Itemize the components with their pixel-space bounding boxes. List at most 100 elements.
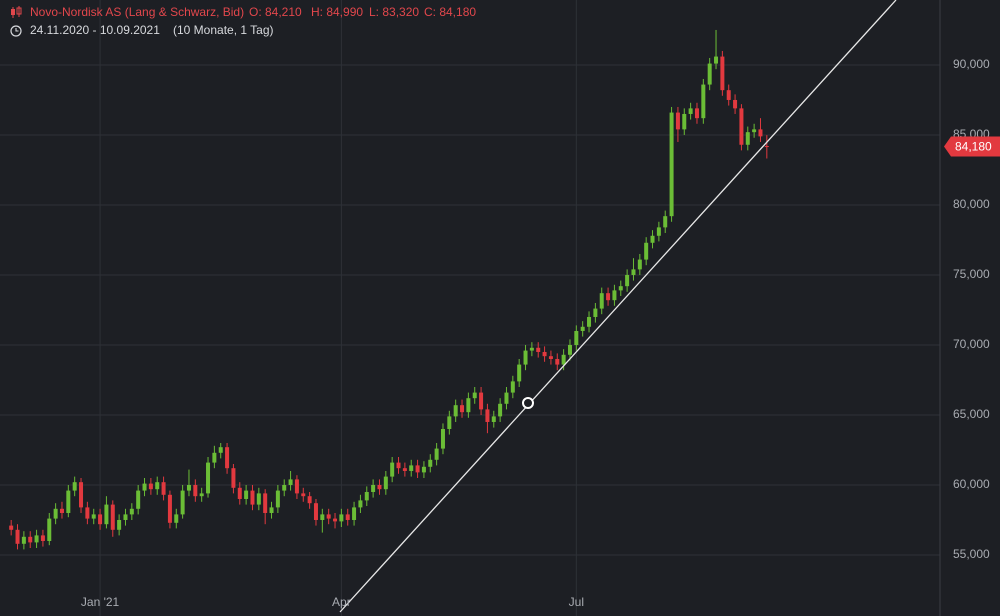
candle-body (688, 108, 693, 114)
instrument-title: Novo-Nordisk AS (Lang & Schwarz, Bid) (30, 5, 244, 19)
candle-body (682, 113, 687, 130)
candle-body (15, 529, 20, 544)
candle-body (301, 493, 306, 497)
candle-body (421, 466, 426, 473)
candle-body (701, 84, 706, 119)
y-tick-label: 65,000 (953, 407, 990, 421)
trend-line[interactable] (339, 0, 897, 613)
candle-body (377, 484, 382, 490)
candle-body (669, 112, 674, 217)
candle-body (694, 108, 699, 119)
candle-body (466, 398, 471, 413)
candle-body (225, 447, 230, 469)
candle-body (40, 535, 45, 541)
candle-body (606, 293, 611, 301)
candle-body (752, 129, 757, 133)
candle-body (352, 507, 357, 520)
candle-body (263, 493, 268, 513)
y-tick-label: 80,000 (953, 197, 990, 211)
candle-body (720, 56, 725, 91)
candle-body (193, 484, 198, 497)
candle-body (663, 216, 668, 228)
candle-body (517, 364, 522, 382)
candle-body (599, 293, 604, 309)
candle-body (390, 462, 395, 477)
candle-body (218, 447, 223, 453)
candle-body (358, 500, 363, 508)
ohlc-high: H: 84,990 (311, 5, 363, 19)
candle-body (72, 482, 77, 491)
candle-body (129, 508, 134, 515)
candle-body (345, 514, 350, 520)
candle-body (28, 536, 33, 543)
candle-body (618, 286, 623, 291)
candle-body (174, 514, 179, 523)
candle-body (644, 242, 649, 260)
candle-body (402, 468, 407, 471)
candle-body (326, 514, 331, 519)
candle-body (625, 274, 630, 287)
x-tick-label: Jan '21 (81, 595, 120, 609)
candle-body (440, 428, 445, 449)
candle-body (167, 494, 172, 523)
candle-body (320, 514, 325, 520)
candle-body (631, 269, 636, 275)
candle-body (555, 358, 560, 365)
candle-body (79, 482, 84, 508)
candle-body (415, 465, 420, 473)
y-tick-label: 70,000 (953, 337, 990, 351)
candle-body (491, 416, 496, 422)
candle-body (85, 507, 90, 519)
candle-body (212, 452, 217, 463)
candle-body (231, 468, 236, 488)
candle-body (764, 146, 769, 148)
candle-body (53, 508, 58, 519)
candle-body (47, 518, 52, 541)
candle-body (307, 496, 312, 504)
candle-body (567, 344, 572, 355)
candle-body (472, 392, 477, 399)
candle-body (561, 354, 566, 365)
candle-body (396, 462, 401, 469)
candle-body (34, 535, 39, 543)
candle-body (282, 484, 287, 491)
candle-body (123, 514, 128, 520)
candle-body (117, 519, 122, 530)
y-tick-label: 75,000 (953, 267, 990, 281)
candle-body (9, 525, 14, 530)
candle-body (714, 56, 719, 64)
candle-body (434, 448, 439, 460)
candle-body (409, 465, 414, 471)
clock-icon (10, 25, 22, 37)
candle-body (739, 108, 744, 145)
candle-body (485, 409, 490, 422)
ohlc-low: L: 83,320 (369, 5, 419, 19)
candle-body (161, 482, 166, 495)
candle-body (529, 347, 534, 351)
candle-body (479, 392, 484, 410)
candle-body (498, 403, 503, 417)
ohlc-open: O: 84,210 (249, 5, 302, 19)
y-tick-label: 60,000 (953, 477, 990, 491)
candle-body (612, 290, 617, 301)
candle-body (313, 503, 318, 520)
candle-body (580, 326, 585, 331)
candle-body (288, 479, 293, 485)
candle-body (66, 490, 71, 513)
x-tick-label: Jul (569, 595, 584, 609)
candle-body (675, 112, 680, 130)
candle-body (180, 490, 185, 515)
candle-body (250, 490, 255, 505)
candle-body (339, 514, 344, 522)
y-tick-label: 55,000 (953, 547, 990, 561)
candle-body (148, 483, 153, 490)
trend-line-handle[interactable] (522, 397, 534, 409)
candle-body (447, 416, 452, 429)
candle-body (91, 514, 96, 519)
candle-body (733, 99, 738, 109)
candle-body (383, 476, 388, 490)
candle-body (371, 484, 376, 492)
candle-body (428, 459, 433, 467)
